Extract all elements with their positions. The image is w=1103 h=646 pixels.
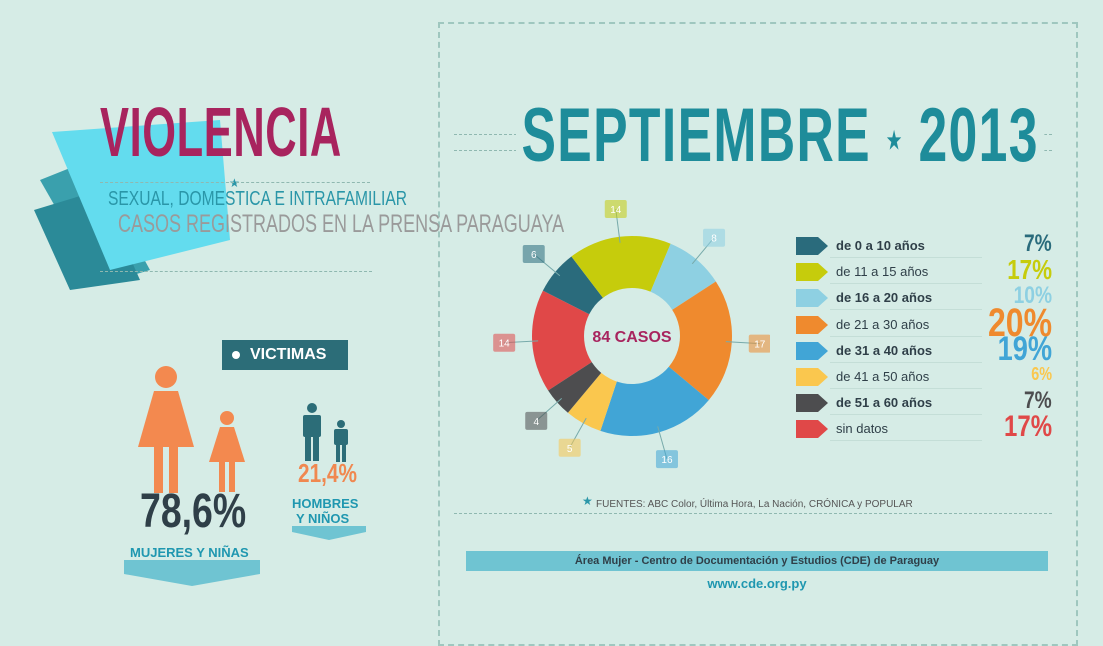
donut-chart: 84 CASOS 14 6 14 8 17 16 5 4 <box>493 200 770 469</box>
data-label: 6 <box>531 250 537 261</box>
data-label: 8 <box>711 234 717 245</box>
pie-slice <box>632 281 732 401</box>
total-cases-label: 84 CASOS <box>592 329 671 346</box>
sources-divider <box>454 513 1052 514</box>
legend-arrow-icon <box>796 420 828 439</box>
legend-percentage: 6% <box>1031 364 1052 384</box>
data-label: 16 <box>661 455 673 466</box>
callout-box <box>493 333 516 352</box>
men-label-line1: HOMBRES <box>292 496 359 511</box>
legend-underline <box>830 388 982 389</box>
legend-item: sin datos <box>796 419 982 442</box>
legend-arrow-icon <box>796 289 828 308</box>
pie-slice <box>571 236 671 336</box>
legend-item: de 51 a 60 años <box>796 393 982 416</box>
man-icon <box>303 403 321 461</box>
legend-label: de 31 a 40 años <box>836 342 933 358</box>
legend-underline <box>830 257 982 258</box>
legend-arrow-icon <box>796 341 828 360</box>
paper-decoration <box>34 120 230 290</box>
legend-arrow-icon <box>796 394 828 413</box>
sources-text: FUENTES: ABC Color, Última Hora, La Naci… <box>596 499 913 510</box>
organization-banner: Área Mujer - Centro de Documentación y E… <box>466 551 1048 571</box>
woman-large-icon <box>138 366 194 493</box>
legend-item: de 11 a 15 años <box>796 262 982 285</box>
legend-arrow-icon <box>796 368 828 386</box>
donut-hole <box>584 288 680 384</box>
callout-box <box>748 334 770 353</box>
ribbon-women <box>124 560 260 586</box>
legend-percentage: 20% <box>987 300 1052 345</box>
legend-item: de 16 a 20 años <box>796 288 982 311</box>
legend-underline <box>830 361 982 363</box>
month-name: SEPTIEMBRE <box>521 93 872 178</box>
legend-label: de 51 a 60 años <box>836 395 933 411</box>
men-percentage: 21,4% <box>298 458 357 488</box>
legend-label: de 11 a 15 años <box>836 264 929 280</box>
legend-label: de 41 a 50 años <box>836 369 930 384</box>
legend-underline <box>830 309 982 311</box>
year: 2013 <box>918 93 1039 178</box>
legend-label: de 21 a 30 años <box>836 316 930 332</box>
legend-percentage: 19% <box>997 329 1052 368</box>
legend-percentage: 17% <box>1007 254 1052 286</box>
callout-box <box>558 438 581 457</box>
subtitle-press-cases: CASOS REGISTRADOS EN LA PRENSA PARAGUAYA <box>118 210 565 238</box>
callout-box <box>655 450 678 469</box>
callout-box <box>604 200 627 219</box>
data-label: 14 <box>610 205 622 216</box>
data-label: 17 <box>754 340 766 351</box>
legend-arrow-icon <box>796 315 828 334</box>
legend-percentage: 7% <box>1024 230 1052 257</box>
legend-underline <box>830 283 982 285</box>
star-icon: ★ <box>582 494 593 508</box>
legend-label: de 16 a 20 años <box>836 290 933 306</box>
legend-percentage: 10% <box>1013 282 1052 310</box>
legend-item: de 21 a 30 años <box>796 315 982 337</box>
boy-icon <box>334 420 348 462</box>
title-violencia: VIOLENCIA <box>100 93 342 171</box>
website-link[interactable]: www.cde.org.py <box>707 576 807 591</box>
girl-icon <box>209 411 245 492</box>
legend-arrow-icon <box>796 237 828 255</box>
tag-hole-icon <box>232 351 240 359</box>
pie-slice <box>532 290 632 391</box>
victims-tag: VICTIMAS <box>222 340 348 370</box>
data-label: 5 <box>567 444 573 455</box>
legend-label: sin datos <box>836 421 889 437</box>
women-label: MUJERES Y NIÑAS <box>130 545 249 560</box>
star-icon: ★ <box>229 176 240 190</box>
legend-percentage: 7% <box>1024 387 1052 415</box>
callout-box <box>703 228 726 247</box>
legend-item: de 0 a 10 años <box>796 236 982 258</box>
legend-percentage: 17% <box>1003 410 1052 444</box>
legend-label: de 0 a 10 años <box>836 238 925 253</box>
legend-underline <box>830 440 982 442</box>
legend-item: de 31 a 40 años <box>796 341 982 363</box>
legend-underline <box>830 335 982 337</box>
title-divider <box>100 182 370 183</box>
subtitle-divider <box>100 271 372 272</box>
victims-tag-label: VICTIMAS <box>250 346 327 363</box>
women-percentage: 78,6% <box>140 485 247 538</box>
men-label-line2: Y NIÑOS <box>296 511 350 526</box>
legend-item: de 41 a 50 años <box>796 367 982 389</box>
legend-arrow-icon <box>796 263 828 282</box>
ribbon-men <box>292 526 366 540</box>
month-title: SEPTIEMBRE ★ 2013 <box>516 92 1045 179</box>
subtitle-violence-types: SEXUAL, DOMESTICA E INTRAFAMILIAR <box>108 188 408 210</box>
legend-underline <box>830 414 982 416</box>
data-label: 4 <box>533 417 539 428</box>
star-icon: ★ <box>886 127 903 155</box>
data-label: 14 <box>499 339 511 350</box>
callout-box <box>525 411 548 430</box>
callout-box <box>522 244 545 263</box>
